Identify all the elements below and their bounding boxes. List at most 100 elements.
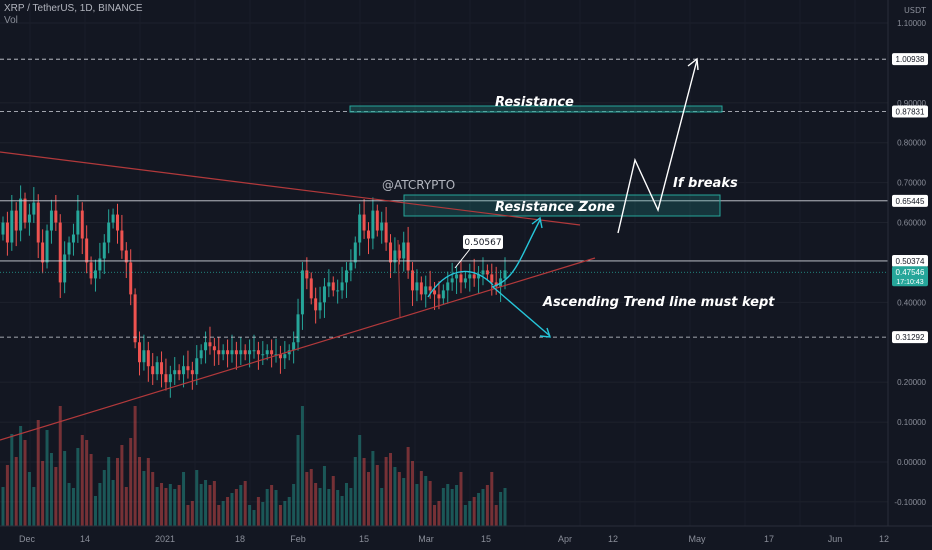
time-tick-label: 2021 [155,534,175,544]
volume-bar [98,483,102,526]
candle-body [10,210,14,243]
time-tick-label: 14 [80,534,90,544]
volume-bar [177,485,181,526]
volume-bar [499,492,503,526]
volume-bar [111,480,115,526]
volume-bar [261,502,265,526]
candle-body [5,222,9,243]
resistance-box[interactable] [349,105,723,113]
candle-body [349,262,353,271]
candle-body [274,354,278,356]
volume-bar [41,461,45,526]
candle-body [287,350,291,355]
watermark-text: @ATCRYPTO [382,178,455,192]
volume-bar [151,472,155,526]
candle-body [146,350,150,367]
peak-label-pointer [454,248,471,269]
level-price-tag [892,194,928,207]
price-tick-label: -0.10000 [894,498,926,507]
volume-bar [353,457,357,526]
candle-body [27,214,31,223]
volume-bar [503,488,507,526]
candle-body [463,278,467,283]
volume-bar [138,457,142,526]
time-tick-label: Apr [558,534,572,544]
volume-bar [477,493,481,526]
down-arrow-head [539,327,552,338]
horizontal-levels [0,58,888,338]
candle-body [217,350,221,355]
volume-bar [371,451,375,526]
volume-bar [450,489,454,526]
candle-body [204,342,208,351]
candle-body [177,370,181,375]
chart-header: XRP / TetherUS, 1D, BINANCE Vol [4,3,143,27]
candle-body [472,274,476,279]
volume-bar [190,501,194,526]
trendline-note-text: Ascending Trend line must kept [542,295,775,310]
candle-body [283,354,287,359]
currency-label: USDT [904,6,926,15]
candle-body [402,242,406,259]
volume-bar [283,501,287,526]
volume-bar [155,487,159,526]
volume-bar [226,497,230,526]
candle-body [265,350,269,355]
candle-body [107,222,111,243]
volume-bar [305,472,309,526]
level-price-tag [892,105,928,118]
ascending-trendline[interactable] [0,257,596,441]
volume-bar [270,485,274,526]
level-price-text: 0.31292 [896,333,925,342]
volume-bar [327,489,331,526]
time-tick-label: 15 [359,534,369,544]
symbol-line: XRP / TetherUS, 1D, BINANCE [4,3,143,14]
volume-bar [331,476,335,526]
volume-bar [208,485,212,526]
volume-bar [366,472,370,526]
candle-body [406,242,410,271]
volume-bar [274,490,278,526]
wick-marker [397,239,401,319]
candle-body [424,286,428,295]
candle-body [41,242,45,263]
level-price-tag [892,254,928,267]
candle-body [67,242,71,255]
time-axis[interactable]: Dec 14 2021 18 Feb 15 Mar 15 Apr 12 May 17 Jun 12 [19,534,889,544]
price-axis[interactable]: 1.10000 0.90000 0.80000 0.70000 0.60000 0.400… [892,19,928,507]
volume-bar [336,490,340,526]
candle-body [340,282,344,291]
candle-body [397,250,401,259]
candle-body [503,270,507,279]
candle-body [239,350,243,355]
volume-bar [239,485,243,526]
volume-bar [32,487,36,526]
volume-bar [45,430,49,526]
candle-body [331,282,335,291]
volume-bar [481,489,485,526]
descending-trendline[interactable] [0,151,581,226]
candle-body [76,210,80,235]
volume-bar [397,472,401,526]
vol-label: Vol [4,15,18,26]
candle-body [270,350,274,355]
candle-body [353,242,357,263]
candle-body [80,210,84,239]
candle-body [234,350,238,355]
level-price-text: 0.50374 [896,257,925,266]
volume-bar [58,406,62,526]
candle-body [455,274,459,279]
volume-bar [115,458,119,526]
volume-bar [221,501,225,526]
volume-bar [195,470,199,526]
candle-body [292,342,296,351]
candle-body [102,242,106,259]
resistance-zone-box[interactable] [403,194,721,217]
volume-bar [80,435,84,526]
candle-body [366,230,370,239]
volume-bar [389,453,393,526]
candle-body [63,254,67,283]
candle-body [375,210,379,231]
candle-body [384,222,388,243]
